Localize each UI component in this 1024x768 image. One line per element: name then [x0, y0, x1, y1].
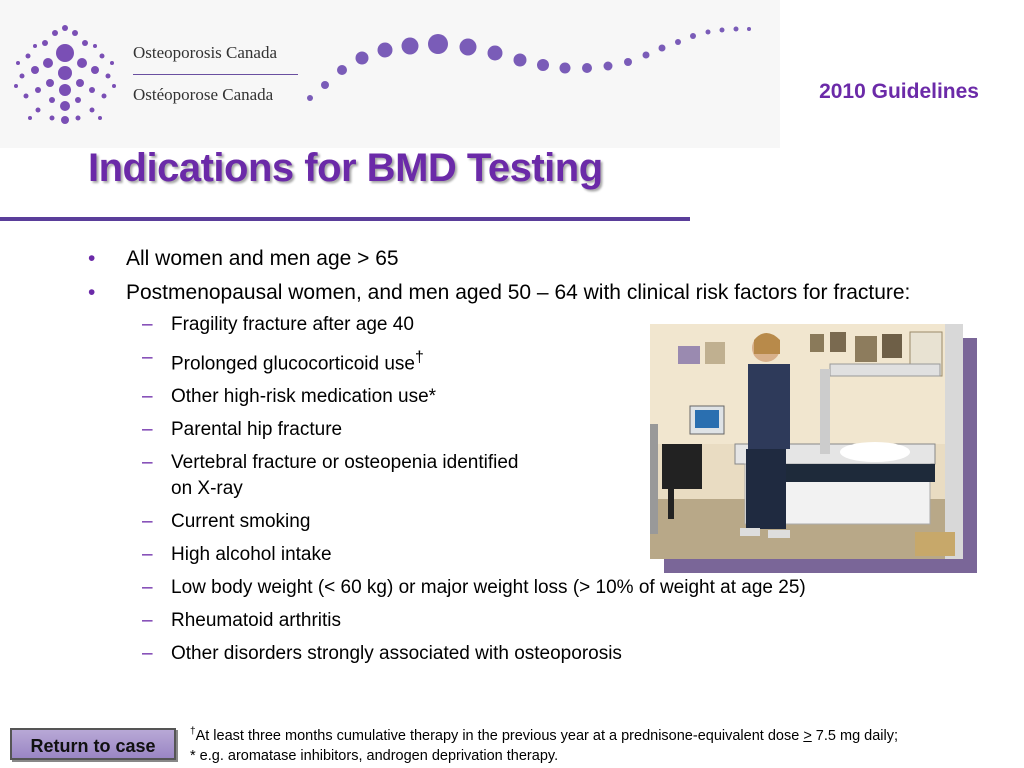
- risk-factor-text: Current smoking: [171, 511, 311, 533]
- bmd-scan-photo: [650, 324, 963, 559]
- risk-factor-text: Parental hip fracture: [171, 419, 343, 441]
- indication-text: All women and men age > 65: [126, 247, 399, 270]
- risk-factor-item: – High alcohol intake: [142, 544, 332, 566]
- page-title: Indications for BMD Testing: [88, 146, 603, 190]
- org-name-divider: [133, 74, 298, 75]
- risk-factor-item: – Parental hip fracture: [142, 419, 343, 441]
- risk-factor-item: – Current smoking: [142, 511, 311, 533]
- dagger-mark: †: [415, 349, 424, 366]
- footnote-line-2: * e.g. aromatase inhibitors, androgen de…: [190, 747, 559, 764]
- risk-factor-item: – Rheumatoid arthritis: [142, 610, 342, 632]
- org-name-french: Ostéoporose Canada: [133, 85, 274, 104]
- risk-factor-text: Other disorders strongly associated with…: [171, 643, 622, 665]
- title-divider: [0, 217, 690, 221]
- footnote-line-1: †At least three months cumulative therap…: [190, 722, 1020, 746]
- indications-list: • All women and men age > 65 • Postmenop…: [88, 244, 968, 674]
- dagger-mark: †: [190, 726, 196, 737]
- decorative-dot-wave-icon: [307, 26, 751, 101]
- indication-text: Postmenopausal women, and men aged 50 – …: [126, 281, 911, 304]
- risk-factor-text: High alcohol intake: [171, 544, 332, 566]
- risk-factor-text: Low body weight (< 60 kg) or major weigh…: [171, 577, 806, 599]
- org-name-english: Osteoporosis Canada: [133, 43, 278, 62]
- footnote-text-b: 7.5 mg daily;: [811, 727, 899, 744]
- footnote-text-a: At least three months cumulative therapy…: [195, 727, 804, 744]
- list-item: • All women and men age > 65: [88, 244, 968, 274]
- risk-factor-item: – Other disorders strongly associated wit…: [142, 643, 622, 665]
- risk-factor-item: – Prolonged glucocorticoid use†: [142, 347, 424, 375]
- risk-factor-text: Prolonged glucocorticoid use: [171, 353, 415, 375]
- risk-factor-item: – Low body weight (< 60 kg) or major weig…: [142, 577, 806, 599]
- risk-factor-text: Fragility fracture after age 40: [171, 314, 414, 335]
- osteoporosis-canada-logo-icon: [14, 25, 116, 124]
- header-band: [0, 0, 780, 148]
- bullet-icon: •: [88, 247, 96, 270]
- footnote-ge-symbol: >: [803, 727, 812, 744]
- bullet-icon: •: [88, 281, 96, 304]
- guidelines-label: 2010 Guidelines: [819, 80, 979, 103]
- list-item: • Postmenopausal women, and men aged 50 …: [88, 278, 968, 667]
- risk-factor-text: Other high-risk medication use*: [171, 386, 437, 408]
- risk-factor-item: – Fragility fracture after age 40: [142, 314, 414, 335]
- risk-factor-text: Vertebral fracture or osteopenia identif…: [171, 452, 519, 500]
- risk-factor-list: – Fragility fracture after age 40 – Prolon…: [126, 312, 968, 667]
- risk-factor-item: – Other high-risk medication use*: [142, 386, 437, 408]
- risk-factor-text: Rheumatoid arthritis: [171, 610, 342, 632]
- footnote: †At least three months cumulative therap…: [190, 722, 1020, 766]
- return-to-case-button[interactable]: Return to case: [10, 728, 176, 760]
- risk-factor-item: – Vertebral fracture or osteopenia identi…: [142, 452, 519, 500]
